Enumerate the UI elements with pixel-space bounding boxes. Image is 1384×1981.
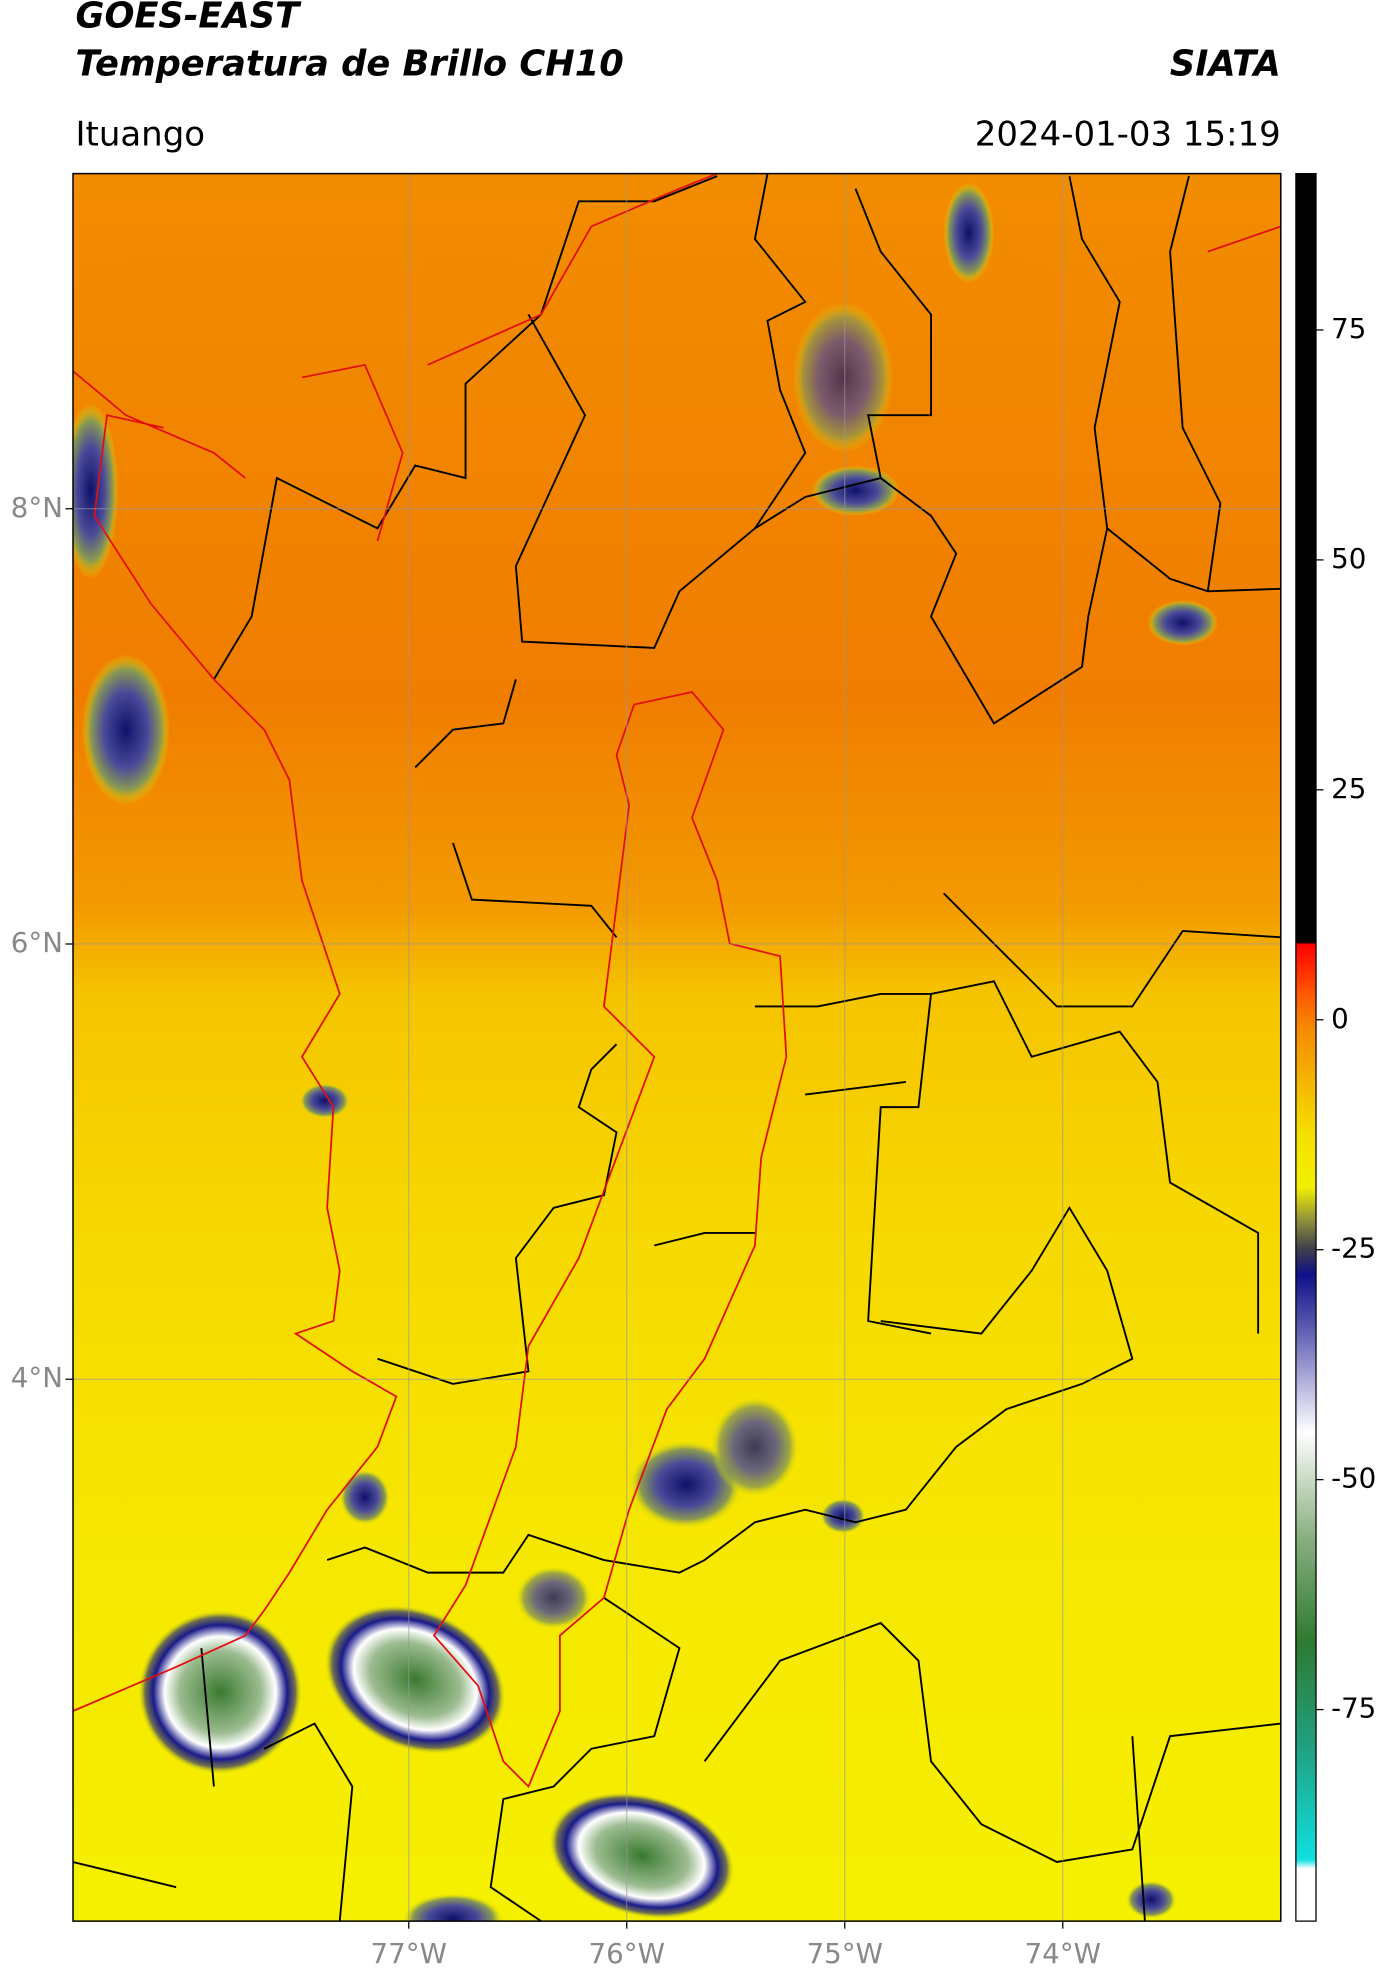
colorbar-tick-label: -75 — [1331, 1692, 1376, 1725]
map-frame — [72, 172, 1282, 1922]
title: GOES-EAST — [76, 0, 303, 37]
x-tick-label: 74°W — [1025, 1937, 1101, 1970]
x-tick-label: 77°W — [371, 1937, 447, 1970]
colorbar-tick-label: 0 — [1331, 1002, 1349, 1035]
y-tick-label: 6°N — [11, 926, 63, 959]
colorbar-tick-label: -25 — [1331, 1232, 1376, 1265]
grid — [73, 173, 1281, 1922]
datetime: 2024-01-03 15:19 — [975, 114, 1281, 154]
colorbar-tick-label: 75 — [1331, 312, 1366, 345]
x-tick-label: 76°W — [589, 1937, 665, 1970]
subtitle: Temperatura de Brillo CH10 — [76, 43, 624, 84]
map-imagery — [73, 173, 1281, 1922]
location: Ituango — [76, 114, 206, 154]
y-tick-label: 8°N — [11, 491, 63, 524]
colorbar-tick-label: 50 — [1331, 542, 1366, 575]
x-tick-label: 75°W — [807, 1937, 883, 1970]
brand: SIATA — [1170, 43, 1281, 84]
colorbar-tick-label: -50 — [1331, 1462, 1376, 1495]
y-tick-label: 4°N — [11, 1361, 63, 1394]
colorbar-tick-label: 25 — [1331, 772, 1366, 805]
colorbar — [1295, 172, 1317, 1922]
